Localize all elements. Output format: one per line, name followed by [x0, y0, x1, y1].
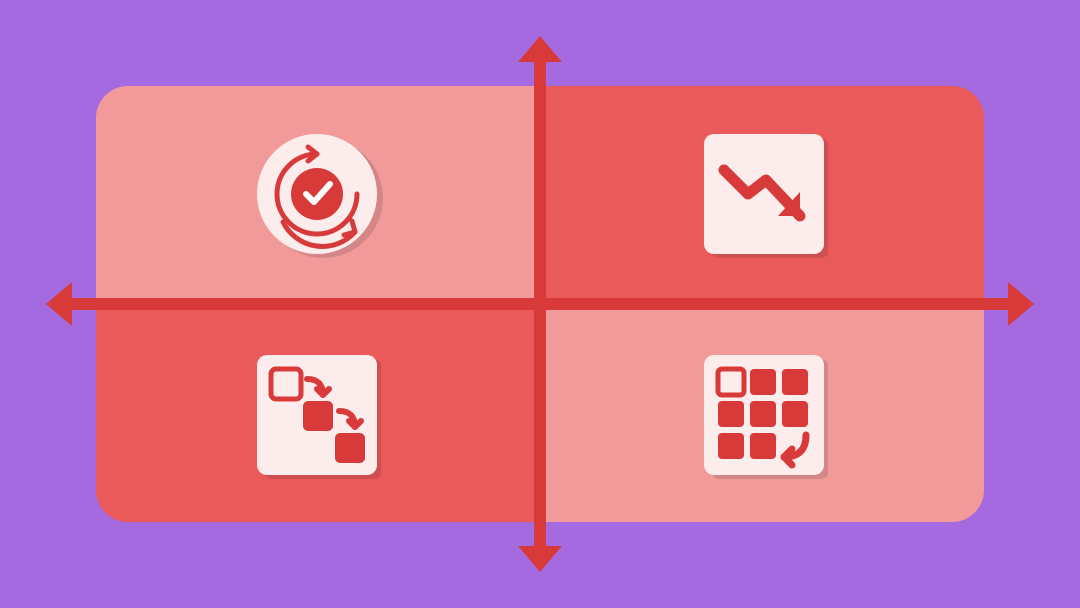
- quadrant-top-left: [96, 86, 537, 301]
- arrow-down-icon: [518, 546, 562, 572]
- sprint-cycle-icon: [242, 119, 392, 269]
- steps-icon: [253, 351, 381, 479]
- quadrant-top-right: [543, 86, 984, 301]
- arrow-right-icon: [1008, 282, 1034, 326]
- quadrant-bottom-right: [543, 307, 984, 522]
- trend-down-icon: [700, 130, 828, 258]
- axis-horizontal: [70, 298, 1010, 310]
- arrow-up-icon: [518, 36, 562, 62]
- grid-loop-icon: [700, 351, 828, 479]
- arrow-left-icon: [46, 282, 72, 326]
- quadrant-bottom-left: [96, 307, 537, 522]
